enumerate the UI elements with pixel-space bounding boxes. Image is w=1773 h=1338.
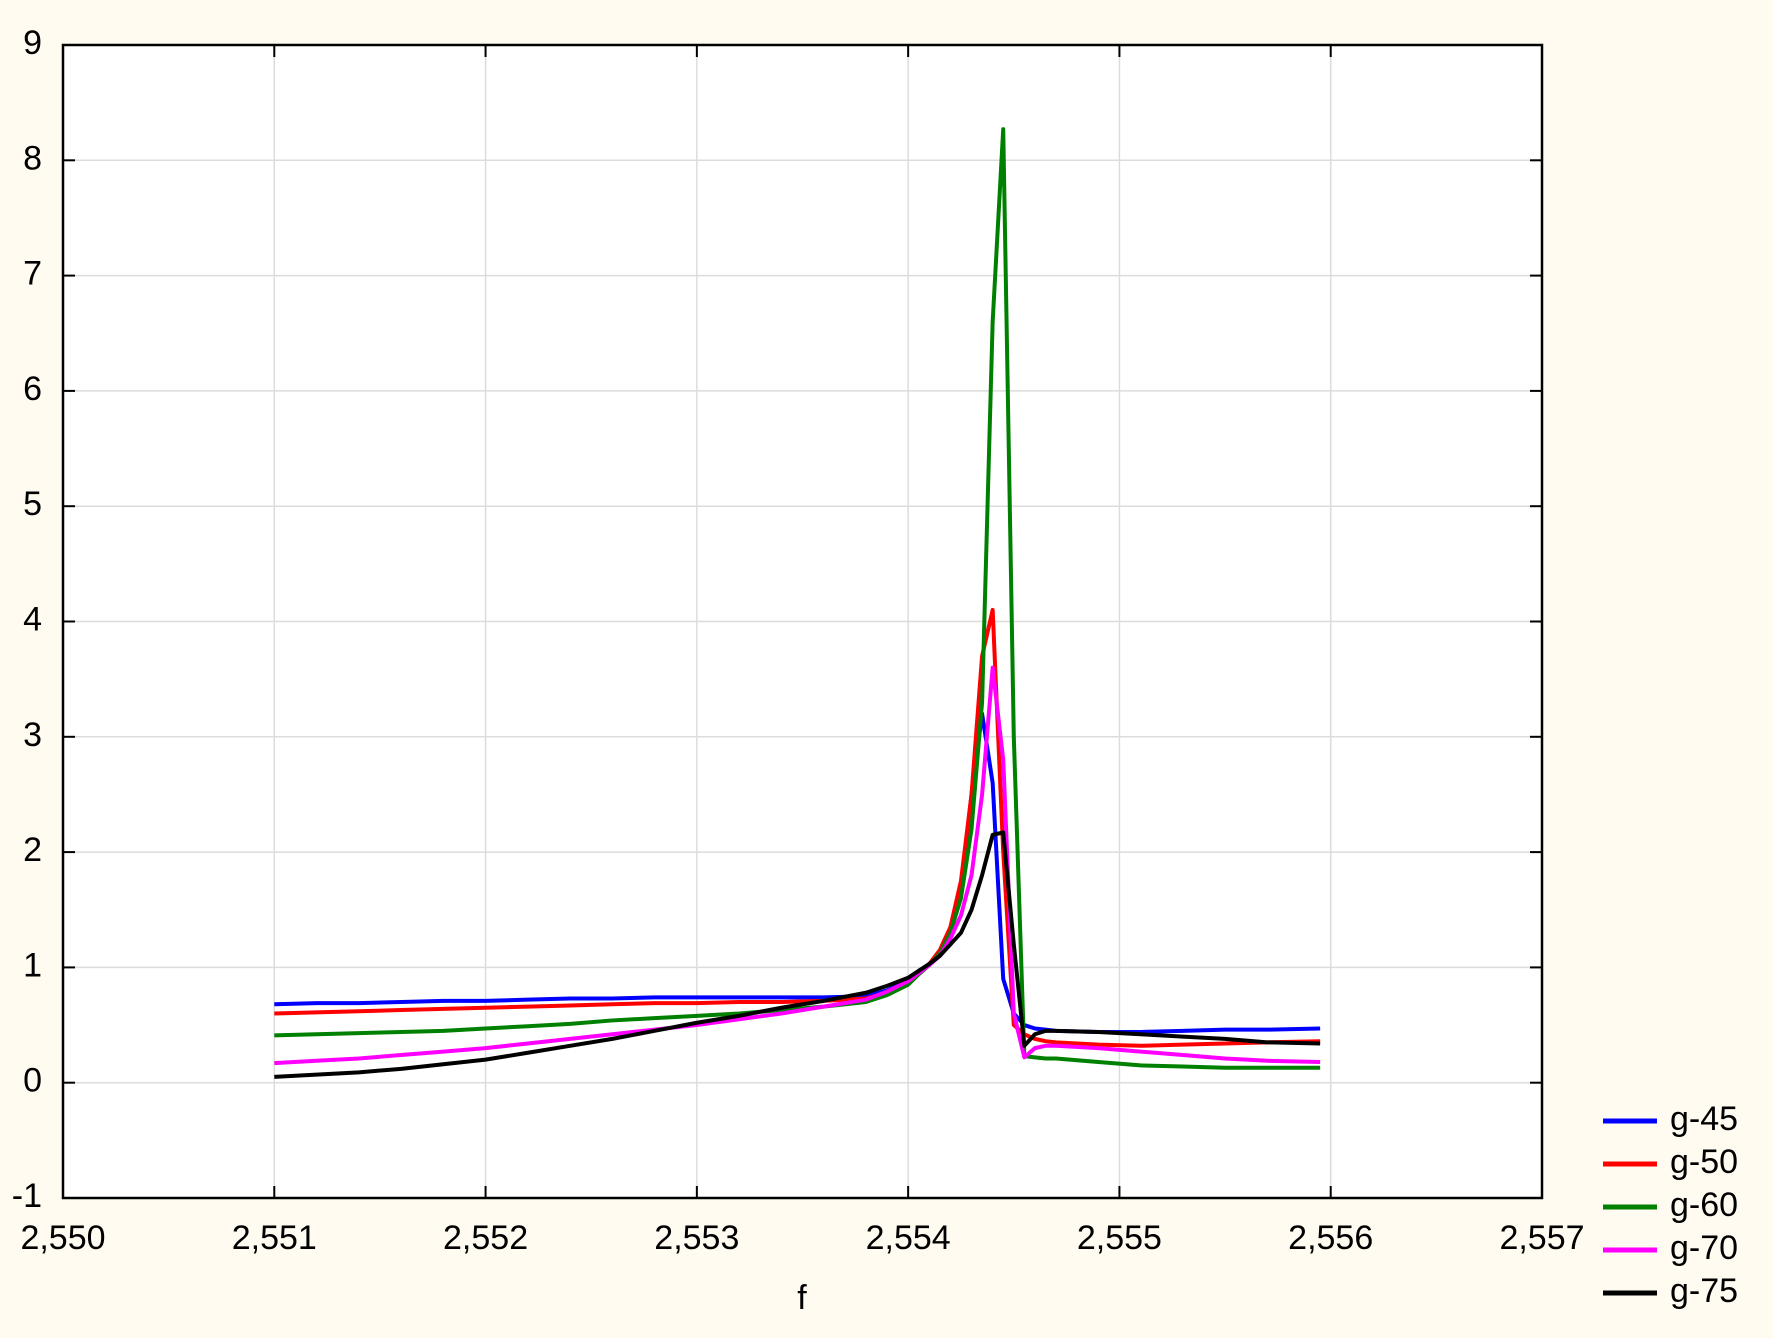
x-tick-label: 2,556 xyxy=(1288,1219,1373,1257)
x-tick-label: 2,557 xyxy=(1499,1219,1584,1257)
y-tick-label: 4 xyxy=(23,600,42,638)
legend-label: g-45 xyxy=(1670,1100,1738,1138)
legend-label: g-70 xyxy=(1670,1229,1738,1267)
legend-label: g-75 xyxy=(1670,1272,1738,1310)
y-tick-label: 6 xyxy=(23,370,42,408)
y-tick-label: 3 xyxy=(23,716,42,754)
legend-label: g-60 xyxy=(1670,1186,1738,1224)
x-axis-label: f xyxy=(797,1279,807,1317)
x-tick-label: 2,555 xyxy=(1077,1219,1162,1257)
y-tick-label: 2 xyxy=(23,831,42,869)
x-tick-label: 2,554 xyxy=(866,1219,951,1257)
y-tick-label: 0 xyxy=(23,1062,42,1100)
plot-frame xyxy=(61,43,1544,1200)
y-tick-label: 8 xyxy=(23,139,42,177)
x-tick-label: 2,552 xyxy=(443,1219,528,1257)
legend-label: g-50 xyxy=(1670,1143,1738,1181)
y-tick-label: -1 xyxy=(12,1177,42,1215)
y-tick-label: 1 xyxy=(23,946,42,984)
x-tick-label: 2,550 xyxy=(20,1219,105,1257)
x-tick-label: 2,553 xyxy=(654,1219,739,1257)
y-tick-label: 9 xyxy=(23,24,42,62)
x-tick-label: 2,551 xyxy=(232,1219,317,1257)
data-line xyxy=(274,830,1321,1079)
y-tick-label: 7 xyxy=(23,255,42,293)
y-tick-label: 5 xyxy=(23,485,42,523)
